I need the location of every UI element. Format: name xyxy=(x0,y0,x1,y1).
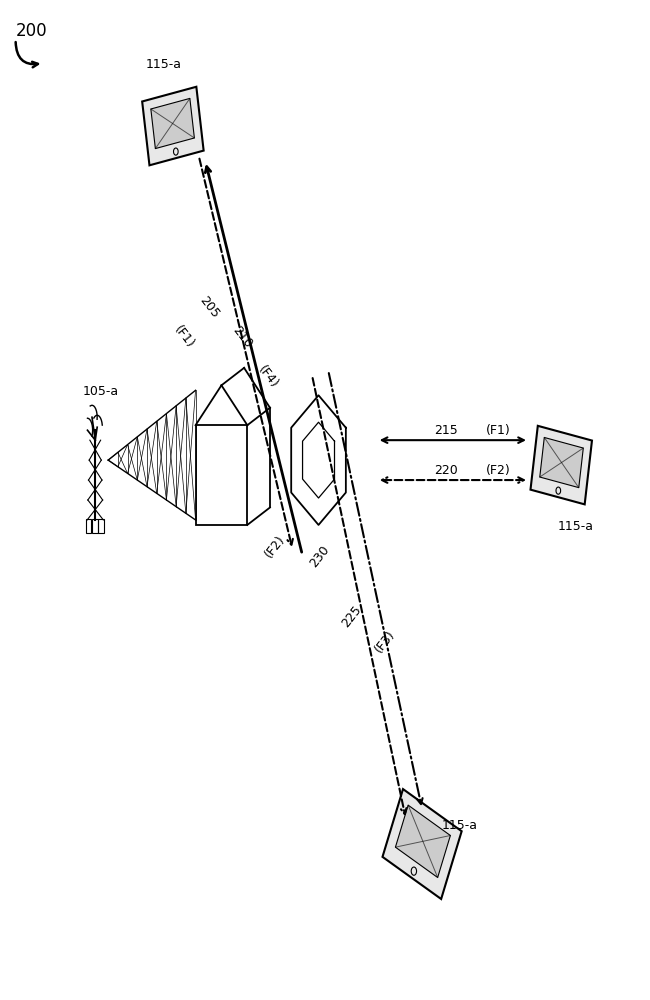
Text: 230: 230 xyxy=(307,544,332,570)
Bar xyxy=(92,519,98,533)
Polygon shape xyxy=(540,437,583,488)
Text: 220: 220 xyxy=(434,464,458,477)
Bar xyxy=(98,519,104,533)
Polygon shape xyxy=(142,87,203,165)
Text: 115-a: 115-a xyxy=(441,819,478,832)
Text: (F1): (F1) xyxy=(172,323,197,351)
Text: (F3): (F3) xyxy=(372,628,397,655)
Polygon shape xyxy=(395,805,450,878)
Polygon shape xyxy=(151,98,194,149)
Text: (F2): (F2) xyxy=(262,533,287,560)
Text: 210: 210 xyxy=(229,324,254,351)
Text: (F2): (F2) xyxy=(486,464,510,477)
Text: 205: 205 xyxy=(197,294,222,321)
Text: 105-a: 105-a xyxy=(83,385,118,398)
Text: (F1): (F1) xyxy=(486,424,510,437)
Polygon shape xyxy=(382,789,462,899)
Text: 115-a: 115-a xyxy=(145,58,181,71)
Polygon shape xyxy=(530,426,592,504)
Text: 215: 215 xyxy=(434,424,458,437)
Text: 115-a: 115-a xyxy=(558,520,594,533)
Bar xyxy=(86,519,92,533)
Text: 225: 225 xyxy=(339,603,365,630)
Polygon shape xyxy=(196,425,248,525)
Text: (F4): (F4) xyxy=(255,363,281,391)
Text: 200: 200 xyxy=(16,22,47,40)
